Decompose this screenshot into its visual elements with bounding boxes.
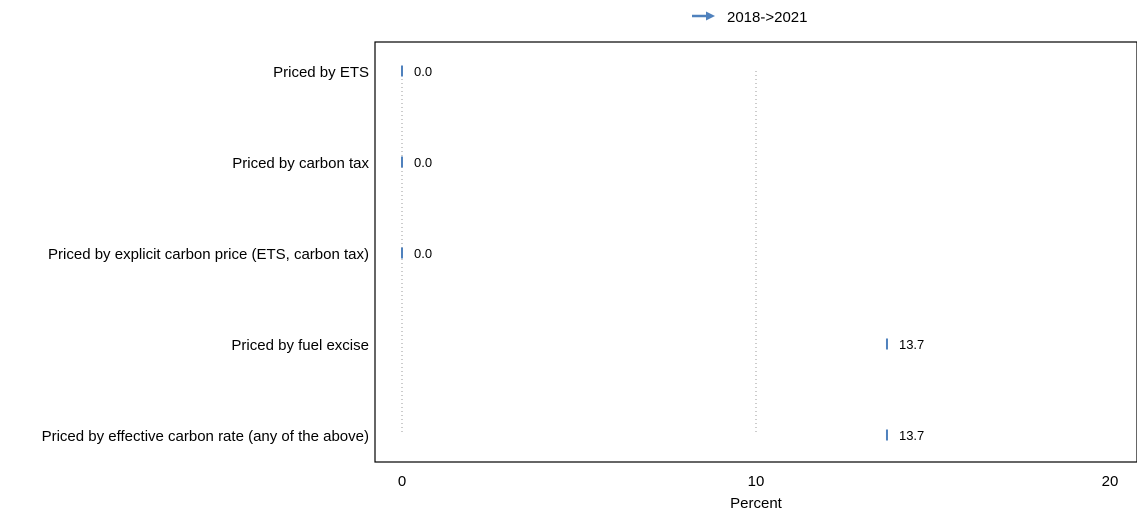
legend: 2018->2021 [692,9,808,26]
category-label: Priced by ETS [273,64,369,81]
gridlines [401,71,757,435]
legend-label: 2018->2021 [727,9,808,26]
plot-frame [374,41,1137,463]
category-label: Priced by explicit carbon price (ETS, ca… [48,246,369,263]
category-label: Priced by effective carbon rate (any of … [42,428,369,445]
category-label: Priced by fuel excise [231,337,369,354]
data-marks: 0.0 0.0 0.0 13.7 13.7 [401,64,924,443]
y-axis-labels: Priced by ETS Priced by carbon tax Priced … [42,64,370,445]
data-label: 13.7 [899,337,924,352]
legend-arrow-icon [692,11,715,21]
x-tick-label: 10 [748,473,765,490]
data-label: 0.0 [414,155,432,170]
x-axis-ticks: 0 10 20 [398,473,1119,490]
x-axis-label: Percent [730,495,783,511]
data-label: 0.0 [414,64,432,79]
data-label: 13.7 [899,428,924,443]
x-tick-label: 20 [1102,473,1119,490]
x-tick-label: 0 [398,473,406,490]
category-label: Priced by carbon tax [232,155,369,172]
data-label: 0.0 [414,246,432,261]
